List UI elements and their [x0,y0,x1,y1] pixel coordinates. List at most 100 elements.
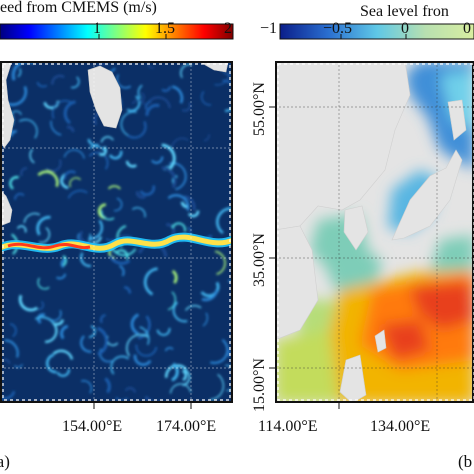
eddy-stroke [45,353,57,374]
map-b [275,61,474,403]
eddy-stroke [137,84,143,99]
eddy-stroke [171,85,184,104]
eddy-stroke [227,348,232,358]
eddy-stroke [100,136,114,143]
eddy-stroke [20,167,28,177]
eddy-stroke [227,279,233,283]
eddy-stroke [100,210,115,221]
eddy-stroke [161,166,177,189]
eddy-stroke [18,294,39,312]
colorbar-b-tick-label-neg05: −0.5 [323,20,353,37]
eddy-stroke [60,258,66,269]
eddy-stroke [201,91,212,106]
eddy-stroke [161,86,172,92]
map-b-lat-label-35: 35.00°N [251,233,268,287]
eddy-stroke [51,100,72,119]
eddy-stroke [143,267,158,296]
eddy-stroke [201,289,218,301]
eddy-stroke [214,250,226,275]
eddy-stroke [38,227,51,244]
eddy-stroke [100,314,106,324]
eddy-stroke [126,95,141,112]
eddy-stroke [91,236,102,244]
eddy-stroke [0,390,16,400]
eddy-stroke [69,177,81,188]
map-a [0,61,233,403]
eddy-stroke [11,110,22,116]
colorbar-a-gradient [0,23,234,40]
eddy-stroke [60,324,69,340]
colorbar-a-tick-label-1: 1 [93,20,101,37]
eddy-stroke [16,225,27,233]
eddy-stroke [36,215,51,236]
eddy-stroke [147,62,155,69]
eddy-stroke [4,339,19,358]
eddy-stroke [185,305,202,311]
eddy-stroke [133,354,152,366]
eddy-stroke [80,380,93,394]
eddy-stroke [45,321,58,344]
eddy-stroke [116,74,132,89]
map-a-grid [0,61,233,403]
eddy-stroke [156,327,171,336]
eddy-stroke [125,160,137,168]
eddy-stroke [161,143,176,170]
map-b-lat-label-15: 15.00°N [251,358,268,412]
map-b-lon-label-134: 134.00°E [370,418,431,435]
eddy-stroke [124,286,131,294]
eddy-stroke [126,121,147,139]
eddy-stroke [63,170,77,180]
eddy-stroke [167,291,176,311]
map-a-jet [0,232,233,253]
eddy-stroke [183,195,196,211]
eddy-stroke [118,265,125,277]
colorbar-a [0,23,234,40]
eddy-stroke [139,326,150,346]
eddy-stroke [113,197,123,212]
colorbar-a-tick-label-2: 2 [224,20,232,37]
eddy-stroke [167,194,190,212]
colorbar-b-tick-label-neg1: −1 [260,20,278,37]
eddy-stroke [131,99,146,106]
eddy-stroke [164,347,174,352]
eddy-stroke [221,69,233,76]
eddy-stroke [169,383,192,394]
eddy-stroke [52,349,74,360]
eddy-stroke [29,148,35,164]
eddy-stroke [45,159,62,172]
eddy-stroke [50,120,62,136]
eddy-stroke [135,344,158,357]
eddy-stroke [104,377,111,394]
eddy-stroke [67,189,88,199]
eddy-stroke [37,277,50,290]
panel-a-label: (a) [0,452,10,471]
eddy-stroke [70,76,80,89]
eddy-stroke [80,335,92,353]
eddy-stroke [110,355,130,375]
eddy-stroke [187,210,200,218]
map-a-lon-label-174: 174.00°E [156,418,217,435]
eddy-stroke [209,373,224,401]
eddy-stroke [172,301,188,323]
colorbar-b [279,23,474,40]
eddy-stroke [140,92,145,102]
eddy-stroke [181,369,188,382]
eddy-stroke [17,67,22,78]
map-b-land [275,61,467,403]
eddy-stroke [96,326,109,356]
eddy-stroke [124,387,136,393]
eddy-stroke [88,325,96,338]
eddy-stroke [131,207,146,218]
eddy-stroke [99,348,113,363]
eddy-stroke [9,130,17,137]
eddy-stroke [37,170,59,188]
map-b-grid [275,61,474,403]
eddy-stroke [148,96,171,109]
eddy-stroke [38,301,44,310]
map-b-lon-label-114: 114.00°E [258,418,318,435]
eddy-stroke [60,173,69,189]
map-b-sea [275,61,474,403]
colorbar-b-tick-label-0b: 0 [463,20,471,37]
eddy-stroke [14,192,25,200]
eddy-stroke [120,111,137,137]
